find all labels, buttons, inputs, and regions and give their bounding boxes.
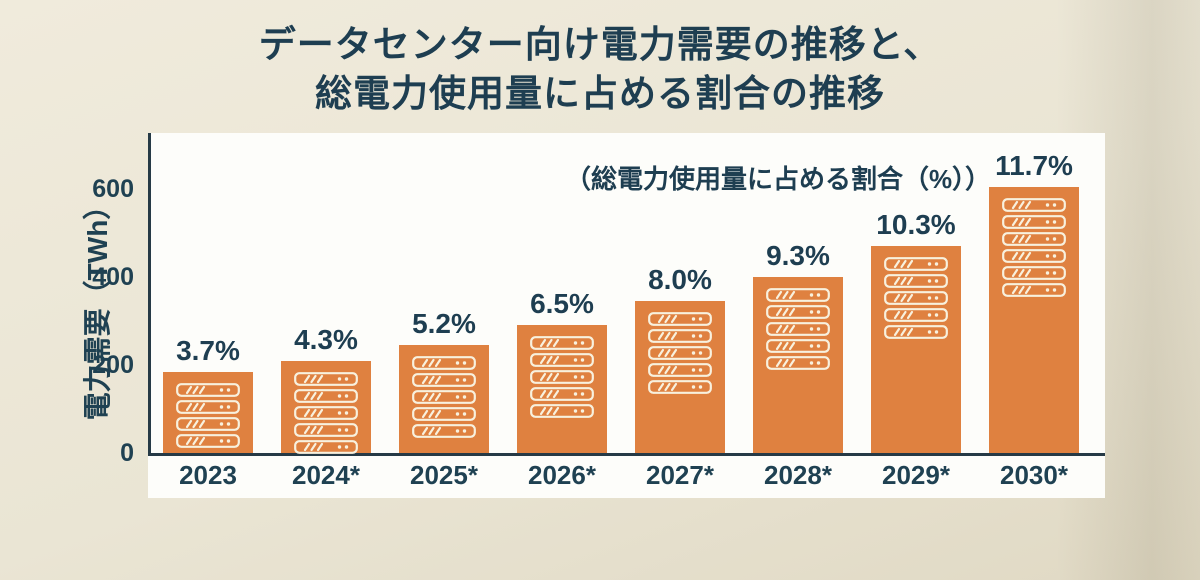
server-rack-icon bbox=[176, 400, 240, 414]
server-rack-icon bbox=[884, 308, 948, 322]
y-axis-line bbox=[148, 133, 151, 456]
y-tick-200: 200 bbox=[92, 351, 134, 379]
server-rack-icon bbox=[648, 363, 712, 377]
x-label-2028: 2028* bbox=[764, 460, 832, 490]
server-rack-icon bbox=[294, 389, 358, 403]
server-rack-icon bbox=[412, 390, 476, 404]
server-rack-icon bbox=[176, 417, 240, 431]
server-rack-icon bbox=[1002, 266, 1066, 280]
share-annotation: （総電力使用量に占める割合（%）） bbox=[564, 164, 992, 194]
y-tick-400: 400 bbox=[92, 263, 134, 291]
server-rack-icon bbox=[294, 372, 358, 386]
y-tick-600: 600 bbox=[92, 175, 134, 203]
server-rack-icon bbox=[884, 274, 948, 288]
chart-title-line2: 総電力使用量に占める割合の推移 bbox=[315, 73, 885, 114]
server-rack-icon bbox=[884, 325, 948, 339]
server-rack-icon bbox=[530, 353, 594, 367]
server-rack-icon bbox=[412, 373, 476, 387]
y-axis-title: 電力需要（TWh） bbox=[82, 191, 113, 421]
server-rack-icon bbox=[294, 406, 358, 420]
server-rack-icon bbox=[530, 404, 594, 418]
bar-2025 bbox=[399, 345, 489, 453]
percent-label-2026: 6.5% bbox=[530, 288, 594, 319]
chart-title-line1: データセンター向け電力需要の推移と、 bbox=[258, 24, 942, 65]
server-rack-icon bbox=[294, 440, 358, 454]
server-rack-icon bbox=[176, 434, 240, 448]
server-rack-icon bbox=[884, 257, 948, 271]
server-rack-icon bbox=[766, 356, 830, 370]
server-rack-icon bbox=[1002, 198, 1066, 212]
percent-label-2030: 11.7% bbox=[995, 150, 1073, 181]
chart-title: データセンター向け電力需要の推移と、 総電力使用量に占める割合の推移 bbox=[0, 20, 1200, 118]
x-label-2027: 2027* bbox=[646, 460, 714, 490]
percent-label-2024: 4.3% bbox=[294, 324, 358, 355]
server-rack-icon bbox=[1002, 249, 1066, 263]
server-rack-icon bbox=[648, 329, 712, 343]
percent-label-2023: 3.7% bbox=[176, 335, 240, 366]
bar-2027 bbox=[635, 301, 725, 453]
bar-2026 bbox=[517, 325, 607, 453]
percent-label-2028: 9.3% bbox=[766, 240, 830, 271]
bar-2023 bbox=[163, 372, 253, 453]
server-rack-icon bbox=[648, 380, 712, 394]
x-label-2025: 2025* bbox=[410, 460, 478, 490]
server-rack-icon bbox=[648, 312, 712, 326]
y-tick-0: 0 bbox=[120, 439, 134, 467]
server-rack-icon bbox=[294, 423, 358, 437]
server-rack-icon bbox=[766, 305, 830, 319]
percent-label-2027: 8.0% bbox=[648, 264, 712, 295]
server-rack-icon bbox=[1002, 232, 1066, 246]
x-label-2024: 2024* bbox=[292, 460, 360, 490]
x-label-2030: 2030* bbox=[1000, 460, 1068, 490]
x-label-2023: 2023 bbox=[179, 460, 237, 490]
server-rack-icon bbox=[176, 383, 240, 397]
server-rack-icon bbox=[412, 407, 476, 421]
bar-2028 bbox=[753, 277, 843, 453]
server-rack-icon bbox=[884, 291, 948, 305]
percent-label-2025: 5.2% bbox=[412, 308, 476, 339]
x-axis-line bbox=[148, 453, 1105, 456]
server-rack-icon bbox=[530, 336, 594, 350]
server-rack-icon bbox=[1002, 283, 1066, 297]
bar-2029 bbox=[871, 246, 961, 453]
server-rack-icon bbox=[766, 322, 830, 336]
bar-2030 bbox=[989, 187, 1079, 453]
server-rack-icon bbox=[766, 339, 830, 353]
server-rack-icon bbox=[648, 346, 712, 360]
server-rack-icon bbox=[766, 288, 830, 302]
x-label-2026: 2026* bbox=[528, 460, 596, 490]
server-rack-icon bbox=[530, 387, 594, 401]
bar-2024 bbox=[281, 361, 371, 454]
server-rack-icon bbox=[1002, 215, 1066, 229]
percent-label-2029: 10.3% bbox=[876, 209, 956, 240]
plot-area: （総電力使用量に占める割合（%）） 3.7% 4.3% 5.2% 6.5% 8.0% 9.… bbox=[148, 133, 1105, 498]
server-rack-icon bbox=[530, 370, 594, 384]
server-rack-icon bbox=[412, 424, 476, 438]
x-label-2029: 2029* bbox=[882, 460, 950, 490]
server-rack-icon bbox=[412, 356, 476, 370]
